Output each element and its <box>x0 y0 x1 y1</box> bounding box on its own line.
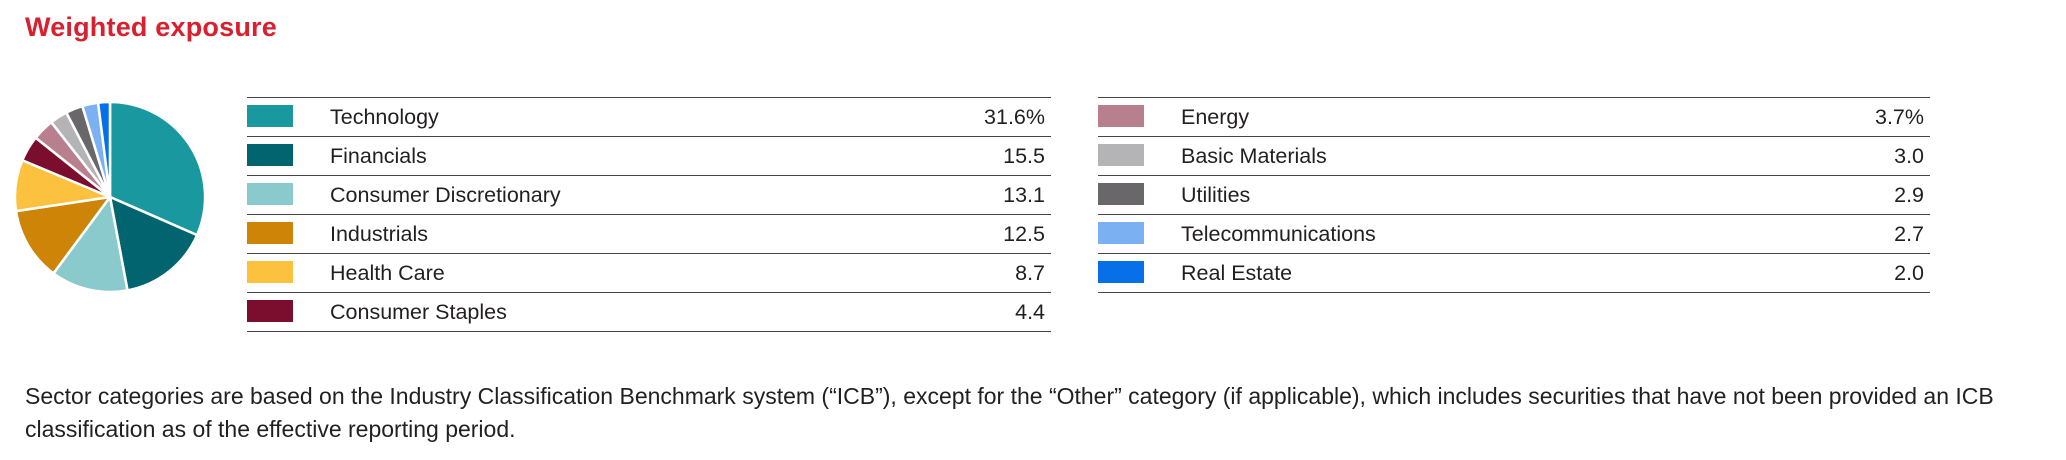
sector-label: Utilities <box>1181 175 1804 215</box>
legend-swatch <box>247 143 293 166</box>
sector-value: 3.7% <box>1804 97 1930 137</box>
sector-value: 13.1 <box>925 175 1051 215</box>
legend-swatch <box>1098 104 1144 127</box>
sector-value: 15.5 <box>925 136 1051 176</box>
pie-slice-technology <box>108 100 207 237</box>
sector-label: Energy <box>1181 97 1804 137</box>
table-row: Industrials 12.5 <box>247 214 1051 254</box>
pie-chart-svg <box>13 100 207 294</box>
legend-swatch <box>247 104 293 127</box>
sector-table-right: Energy 3.7% Basic Materials 3.0 Utilitie… <box>1098 97 1930 293</box>
pie-slice-financials <box>108 195 199 292</box>
pie-slice-consumer-discretionary <box>52 195 129 294</box>
sector-value: 4.4 <box>925 292 1051 332</box>
table-row: Real Estate 2.0 <box>1098 253 1930 293</box>
legend-swatch <box>247 299 293 322</box>
sector-label: Consumer Discretionary <box>330 175 925 215</box>
table-row: Consumer Staples 4.4 <box>247 292 1051 332</box>
sector-label: Financials <box>330 136 925 176</box>
legend-swatch <box>1098 143 1144 166</box>
table-row: Consumer Discretionary 13.1 <box>247 175 1051 215</box>
table-row: Health Care 8.7 <box>247 253 1051 293</box>
sector-label: Consumer Staples <box>330 292 925 332</box>
sector-label: Health Care <box>330 253 925 293</box>
sector-value: 2.0 <box>1804 253 1930 293</box>
legend-swatch <box>247 260 293 283</box>
sector-value: 8.7 <box>925 253 1051 293</box>
legend-swatch <box>247 182 293 205</box>
legend-swatch <box>1098 260 1144 283</box>
legend-swatch <box>1098 221 1144 244</box>
table-row: Utilities 2.9 <box>1098 175 1930 215</box>
table-row: Technology 31.6% <box>247 97 1051 137</box>
sector-value: 2.7 <box>1804 214 1930 254</box>
sector-table-left: Technology 31.6% Financials 15.5 Consume… <box>247 97 1051 332</box>
table-row: Financials 15.5 <box>247 136 1051 176</box>
page-title: Weighted exposure <box>25 12 277 42</box>
footnote-text: Sector categories are based on the Indus… <box>25 383 1994 442</box>
pie-slice-real-estate <box>96 100 112 199</box>
pie-slice-industrials <box>14 195 112 275</box>
sector-pie-chart <box>12 99 208 295</box>
table-row: Telecommunications 2.7 <box>1098 214 1930 254</box>
sector-label: Technology <box>330 97 925 137</box>
sector-value: 31.6% <box>925 97 1051 137</box>
sector-value: 2.9 <box>1804 175 1930 215</box>
table-row: Energy 3.7% <box>1098 97 1930 137</box>
legend-swatch <box>1098 182 1144 205</box>
sector-label: Telecommunications <box>1181 214 1804 254</box>
sector-label: Basic Materials <box>1181 136 1804 176</box>
sector-value: 12.5 <box>925 214 1051 254</box>
sector-label: Real Estate <box>1181 253 1804 293</box>
table-row: Basic Materials 3.0 <box>1098 136 1930 176</box>
sector-label: Industrials <box>330 214 925 254</box>
legend-swatch <box>247 221 293 244</box>
sector-value: 3.0 <box>1804 136 1930 176</box>
